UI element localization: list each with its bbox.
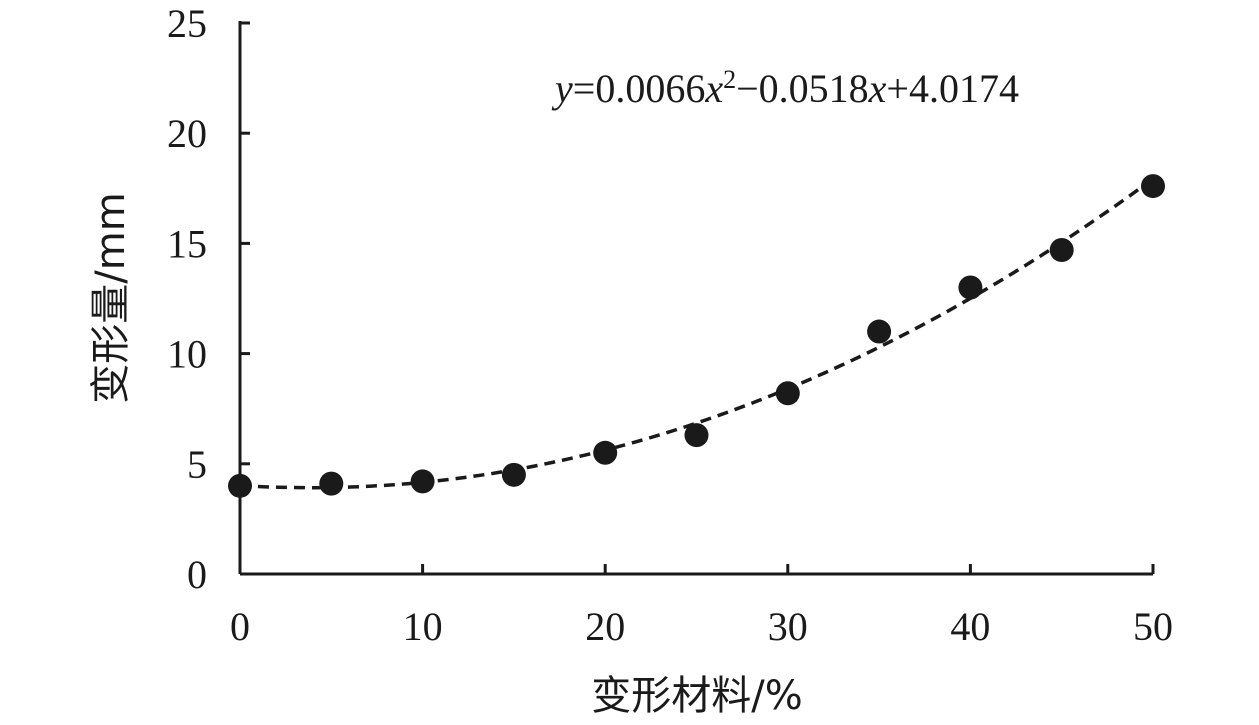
x-axis-ticks: 0 10 20 30 40 50 (230, 564, 1173, 649)
trendline (239, 177, 1155, 490)
data-point-30 (775, 381, 800, 406)
data-point-50 (1141, 174, 1165, 199)
data-point-40 (958, 275, 983, 300)
equation-part-2: −0.0518 (736, 66, 869, 111)
y-tick-label-10: 10 (167, 332, 207, 377)
data-point-5 (319, 471, 344, 496)
data-point-10 (410, 469, 435, 494)
x-tick-label-10: 10 (403, 604, 443, 649)
data-point-25 (684, 423, 709, 448)
trendline-equation: y=0.0066x2−0.0518x+4.0174 (551, 65, 1019, 111)
x-axis-label: 变形材料/% (591, 673, 802, 719)
y-tick-label-15: 15 (167, 221, 207, 266)
x-tick-label-0: 0 (230, 604, 250, 649)
equation-part-1: =0.0066 (573, 66, 706, 111)
y-axis-ticks: 0 5 10 15 20 25 (167, 1, 250, 597)
y-tick-label-5: 5 (187, 442, 207, 487)
x-tick-label-40: 40 (950, 604, 990, 649)
y-tick-label-0: 0 (187, 552, 207, 597)
data-point-45 (1049, 238, 1074, 263)
data-point-35 (867, 319, 892, 344)
data-point-20 (593, 440, 618, 465)
y-axis-label: 变形量/mm (88, 192, 134, 403)
data-point-15 (501, 462, 526, 487)
equation-exponent: 2 (723, 65, 736, 94)
equation-y: y (551, 66, 573, 111)
y-tick-label-20: 20 (167, 111, 207, 156)
x-tick-label-20: 20 (585, 604, 625, 649)
data-points (228, 174, 1165, 498)
x-tick-label-30: 30 (768, 604, 808, 649)
equation-x2: x (868, 66, 887, 111)
equation-x1: x (704, 66, 723, 111)
y-tick-label-25: 25 (167, 1, 207, 46)
x-tick-label-50: 50 (1133, 604, 1173, 649)
equation-part-3: +4.0174 (886, 66, 1019, 111)
